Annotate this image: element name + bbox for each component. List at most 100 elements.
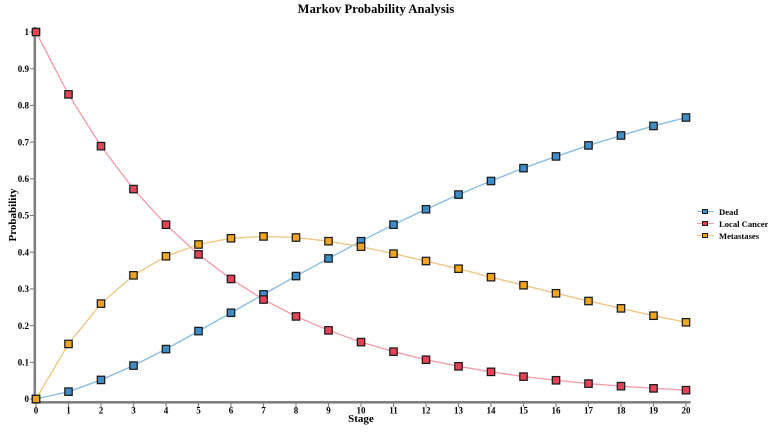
marker-metastases (259, 232, 268, 241)
marker-local-cancer (356, 337, 366, 347)
legend-marker-metastases-icon (697, 232, 714, 240)
marker-metastases (194, 240, 203, 249)
marker-local-cancer (519, 372, 528, 381)
x-tick-label: 14 (487, 406, 497, 416)
series-line-local-cancer (35, 31, 687, 391)
y-tick-label: 0.8 (18, 101, 30, 111)
marker-metastases (519, 280, 528, 290)
legend-marker-local-cancer-icon (697, 220, 714, 228)
marker-local-cancer (551, 375, 561, 385)
marker-dead (389, 220, 398, 230)
x-tick-label: 19 (649, 406, 659, 416)
marker-local-cancer (389, 347, 398, 356)
marker-local-cancer (96, 141, 106, 151)
marker-metastases (649, 311, 658, 321)
x-tick-label: 7 (261, 406, 266, 416)
marker-local-cancer (291, 312, 301, 321)
x-tick-label: 16 (552, 406, 562, 416)
marker-local-cancer (161, 220, 171, 230)
x-tick-label: 9 (326, 406, 331, 416)
marker-local-cancer (31, 27, 41, 37)
marker-dead (551, 152, 561, 161)
marker-metastases (681, 317, 691, 327)
legend-label-metastases: Metastases (719, 230, 760, 241)
marker-metastases (356, 242, 366, 252)
marker-local-cancer (616, 381, 626, 391)
x-tick-label: 2 (99, 406, 104, 416)
marker-local-cancer (584, 379, 593, 388)
y-tick-label: 0.3 (18, 284, 30, 294)
marker-dead (421, 204, 431, 214)
marker-dead (681, 113, 691, 122)
chart-legend: Dead Local Cancer Metastases (697, 206, 768, 241)
legend-label-dead: Dead (719, 206, 739, 217)
chart-title: Markov Probability Analysis (297, 2, 455, 16)
marker-local-cancer (681, 385, 691, 395)
marker-metastases (226, 233, 236, 243)
x-tick-label: 5 (196, 406, 201, 416)
marker-local-cancer (226, 274, 236, 284)
y-tick-label: 0.2 (18, 321, 30, 331)
marker-dead (584, 141, 593, 150)
marker-metastases (291, 233, 301, 242)
legend-item-dead: Dead (697, 206, 768, 217)
marker-metastases (324, 236, 333, 246)
y-axis-title: Probability (7, 188, 19, 242)
marker-dead (616, 131, 626, 140)
series-line-dead (35, 116, 687, 400)
marker-metastases (161, 251, 171, 261)
marker-local-cancer (194, 250, 203, 259)
x-tick-label: 8 (294, 406, 299, 416)
marker-dead (161, 344, 171, 354)
x-tick-label: 17 (584, 406, 594, 416)
marker-dead (96, 375, 106, 385)
marker-dead (129, 361, 138, 370)
marker-metastases (129, 270, 138, 280)
legend-item-local-cancer: Local Cancer (697, 218, 768, 229)
y-tick-label: 0.1 (18, 358, 30, 368)
marker-dead (64, 387, 73, 396)
x-tick-label: 10 (357, 406, 367, 416)
marker-dead (519, 163, 528, 173)
x-tick-label: 1 (66, 406, 71, 416)
marker-metastases (389, 249, 398, 258)
marker-local-cancer (486, 367, 496, 377)
marker-dead (226, 308, 236, 318)
marker-local-cancer (649, 384, 658, 393)
legend-label-local-cancer: Local Cancer (719, 218, 768, 229)
marker-local-cancer (259, 295, 268, 304)
marker-metastases (584, 296, 593, 306)
marker-metastases (486, 272, 496, 282)
y-tick-label: 0.6 (18, 174, 30, 184)
marker-dead (649, 121, 658, 131)
marker-metastases (454, 264, 463, 274)
x-axis-title: Stage (348, 413, 374, 425)
marker-local-cancer (129, 184, 138, 194)
x-tick-label: 3 (131, 406, 136, 416)
x-tick-label: 13 (454, 406, 464, 416)
x-tick-label: 18 (617, 406, 627, 416)
x-tick-label: 15 (519, 406, 529, 416)
x-tick-label: 6 (229, 406, 234, 416)
y-tick-label: 1 (25, 27, 30, 37)
marker-local-cancer (324, 326, 333, 335)
x-tick-label: 4 (164, 406, 169, 416)
marker-dead (454, 190, 463, 199)
marker-metastases (96, 299, 106, 308)
x-tick-label: 0 (34, 406, 39, 416)
marker-dead (324, 254, 333, 263)
marker-local-cancer (421, 355, 431, 365)
series-line-metastases (35, 235, 687, 400)
y-tick-label: 0.9 (18, 64, 30, 74)
marker-metastases (616, 304, 626, 313)
marker-metastases (421, 256, 431, 266)
marker-local-cancer (64, 90, 73, 99)
x-tick-label: 11 (389, 406, 398, 416)
marker-dead (194, 326, 203, 336)
y-tick-label: 0.7 (18, 137, 30, 147)
marker-metastases (551, 288, 561, 298)
legend-item-metastases: Metastases (697, 230, 768, 241)
y-tick-label: 0.5 (18, 211, 30, 221)
